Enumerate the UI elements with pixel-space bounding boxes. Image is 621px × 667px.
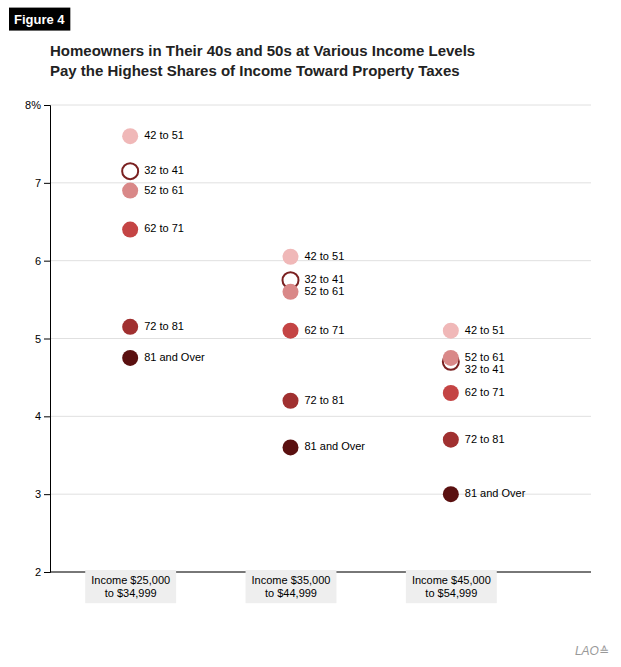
x-tick-label-line: Income $25,000 (91, 574, 170, 586)
point (283, 323, 299, 339)
title-line: Homeowners in Their 40s and 50s at Vario… (50, 42, 475, 59)
grid (50, 105, 591, 572)
y-axis-line (44, 106, 51, 573)
point-label: 32 to 41 (144, 164, 184, 176)
marks (122, 128, 459, 502)
point (443, 432, 459, 448)
series (122, 350, 459, 502)
x-tick-label-line: Income $35,000 (252, 574, 331, 586)
y-tick-mark (44, 416, 50, 417)
point (283, 284, 299, 300)
y-tick: 3 (35, 488, 50, 500)
y-tick: 2 (35, 566, 50, 578)
y-axis: 2 3 4 5 6 7 8% (25, 99, 50, 578)
y-tick: 6 (35, 255, 50, 267)
point-label: 81 and Over (305, 440, 366, 452)
point-label: 52 to 61 (144, 184, 184, 196)
point-label: 72 to 81 (465, 433, 505, 445)
point-label: 52 to 61 (465, 351, 505, 363)
point-label: 72 to 81 (305, 394, 345, 406)
point-label: 62 to 71 (144, 222, 184, 234)
watermark: LAO≙ (575, 644, 609, 658)
figure-label-text: Figure 4 (14, 12, 65, 27)
y-tick: 4 (35, 410, 50, 422)
point-label: 72 to 81 (144, 320, 184, 332)
point (283, 249, 299, 265)
point (122, 163, 138, 179)
title-line: Pay the Highest Shares of Income Toward … (50, 62, 460, 79)
point (443, 385, 459, 401)
point (122, 128, 138, 144)
grid-line (50, 105, 591, 106)
x-label-box (406, 570, 497, 603)
x-axis: Income $25,000to $34,999Income $35,000to… (50, 570, 591, 603)
series (122, 319, 459, 448)
y-tick-mark (44, 339, 50, 340)
y-tick-mark (44, 105, 50, 106)
y-tick-label: 6 (35, 255, 41, 267)
point-label: 32 to 41 (465, 363, 505, 375)
point-label: 62 to 71 (465, 386, 505, 398)
point-label: 62 to 71 (305, 324, 345, 336)
x-label-box (246, 570, 337, 603)
y-tick-mark (44, 494, 50, 495)
y-tick-label: 7 (35, 177, 41, 189)
point (443, 486, 459, 502)
y-tick-mark (44, 572, 50, 573)
point (443, 350, 459, 366)
point (283, 439, 299, 455)
y-tick: 8% (25, 99, 50, 111)
x-tick-label-line: to $54,999 (425, 587, 477, 599)
x-tick-label: Income $45,000to $54,999 (412, 574, 491, 599)
x-tick: Income $25,000to $34,999 (85, 570, 176, 603)
point-label: 42 to 51 (305, 250, 345, 262)
point (283, 393, 299, 409)
point-label: 81 and Over (144, 351, 205, 363)
y-tick: 5 (35, 333, 50, 345)
point (122, 222, 138, 238)
series (122, 163, 459, 370)
title: Homeowners in Their 40s and 50s at Vario… (50, 42, 475, 79)
series (122, 222, 459, 401)
chart-svg: 2345678%Income $25,000to $34,999Income $… (0, 0, 621, 667)
chart-container: 2345678%Income $25,000to $34,999Income $… (0, 0, 621, 667)
x-tick-label-line: to $44,999 (265, 587, 317, 599)
y-tick-label: 5 (35, 333, 41, 345)
x-tick-label-line: Income $45,000 (412, 574, 491, 586)
figure-label: Figure 4 (9, 8, 70, 31)
y-tick-label: 4 (35, 410, 41, 422)
x-tick: Income $35,000to $44,999 (246, 570, 337, 603)
y-tick-label: 3 (35, 488, 41, 500)
plot: 2345678%Income $25,000to $34,999Income $… (25, 99, 591, 603)
x-tick-label: Income $35,000to $44,999 (252, 574, 331, 599)
point-label: 52 to 61 (305, 285, 345, 297)
y-tick-mark (44, 261, 50, 262)
series (122, 183, 459, 366)
point (122, 319, 138, 335)
y-tick-label: 2 (35, 566, 41, 578)
point-label: 81 and Over (465, 487, 526, 499)
x-tick: Income $45,000to $54,999 (406, 570, 497, 603)
y-tick: 7 (35, 177, 50, 189)
grid-line (50, 338, 591, 339)
point (122, 183, 138, 199)
x-label-box (85, 570, 176, 603)
x-tick-label: Income $25,000to $34,999 (91, 574, 170, 599)
point (443, 323, 459, 339)
point-label: 42 to 51 (144, 129, 184, 141)
point (122, 350, 138, 366)
grid-line (50, 416, 591, 417)
series (122, 128, 459, 339)
point-label: 32 to 41 (305, 273, 345, 285)
figure-label-box (9, 8, 70, 31)
y-tick-label: 8% (25, 99, 41, 111)
point-labels: 42 to 5132 to 4152 to 6162 to 7172 to 81… (144, 129, 526, 499)
x-tick-label-line: to $34,999 (105, 587, 157, 599)
y-tick-mark (44, 183, 50, 184)
point-label: 42 to 51 (465, 324, 505, 336)
